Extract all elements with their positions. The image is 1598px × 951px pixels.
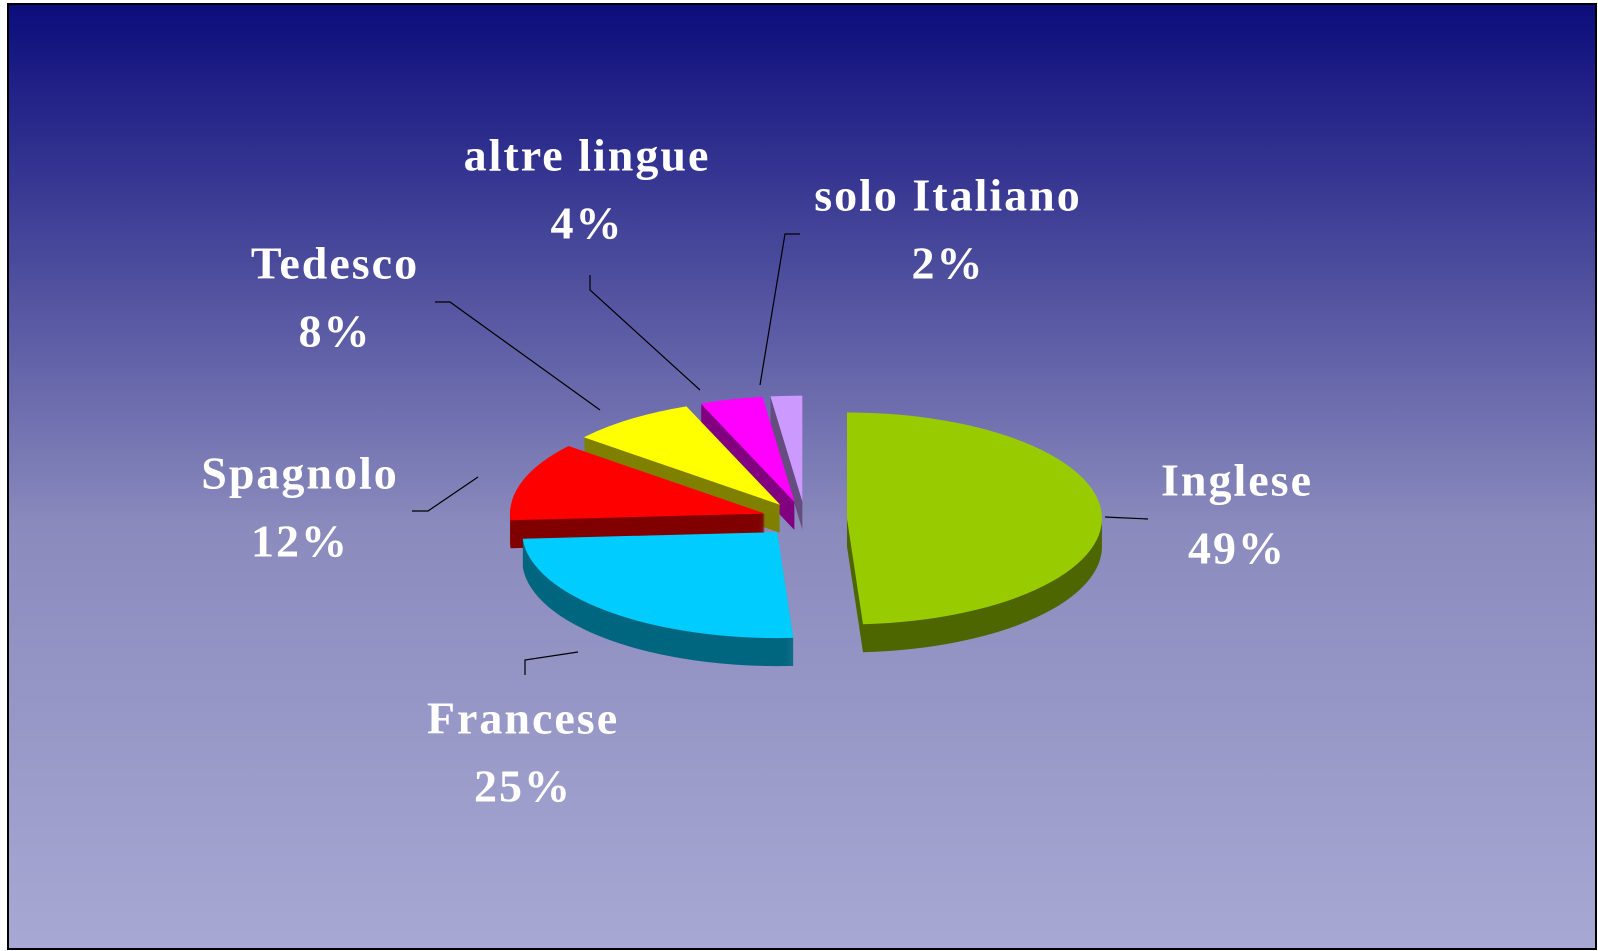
value-label: 2% bbox=[912, 238, 985, 289]
slice-label: Spagnolo bbox=[201, 448, 399, 499]
leader-line bbox=[1104, 516, 1149, 520]
slice bbox=[510, 446, 766, 521]
slice-label: Inglese bbox=[1161, 455, 1313, 506]
value-label: 49% bbox=[1188, 523, 1286, 574]
leader-line bbox=[435, 301, 601, 411]
slice bbox=[846, 412, 1102, 625]
slice-label: Tedesco bbox=[251, 238, 419, 289]
slice bbox=[583, 406, 781, 505]
value-label: 25% bbox=[474, 761, 572, 812]
slice-label: solo Italiano bbox=[814, 170, 1082, 221]
slice-label: Francese bbox=[427, 693, 619, 744]
value-label: 12% bbox=[251, 516, 349, 567]
leader-line bbox=[589, 275, 701, 391]
leader-line bbox=[412, 476, 479, 512]
value-label: 8% bbox=[299, 306, 372, 357]
value-label: 4% bbox=[551, 198, 624, 249]
slice-label: altre lingue bbox=[464, 130, 711, 181]
slice bbox=[700, 396, 795, 503]
slice bbox=[770, 395, 803, 502]
leader-line bbox=[759, 233, 800, 386]
slice bbox=[522, 532, 794, 639]
leader-line bbox=[524, 651, 579, 675]
